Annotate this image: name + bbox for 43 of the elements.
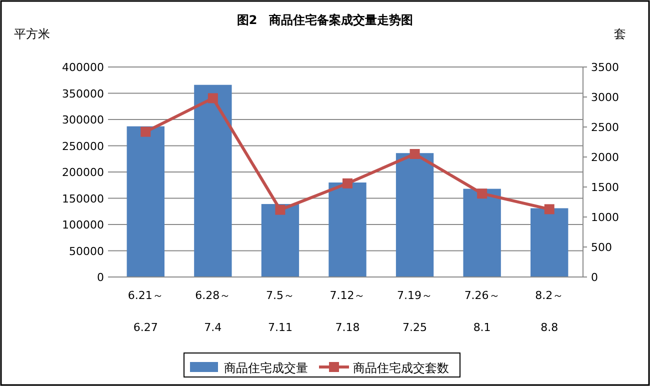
y2-tick-label: 500 xyxy=(591,241,612,254)
legend-label: 商品住宅成交量 xyxy=(224,361,308,375)
bar xyxy=(463,188,501,277)
point xyxy=(544,204,554,214)
point xyxy=(140,126,151,137)
category-label: 7.19～7.25 xyxy=(397,289,433,334)
category-label: 6.28～7.4 xyxy=(195,289,231,334)
point xyxy=(208,93,218,104)
category-label: 6.21～6.27 xyxy=(128,289,164,334)
y-tick-label: 400000 xyxy=(62,61,104,74)
y-axis-title: 平方米 xyxy=(14,27,50,41)
bar xyxy=(194,84,232,277)
bar xyxy=(530,208,568,277)
point xyxy=(342,178,352,188)
category-label: 7.5～7.11 xyxy=(266,289,294,334)
chart-title: 图2 商品住宅备案成交量走势图 xyxy=(236,13,414,27)
y-tick-label: 300000 xyxy=(62,114,104,126)
y2-tick-label: 0 xyxy=(591,271,598,284)
y2-tick-label: 2500 xyxy=(591,121,619,134)
bar xyxy=(328,182,366,277)
y2-tick-label: 2000 xyxy=(591,151,619,164)
category-label: 7.26～8.1 xyxy=(464,289,500,334)
y-tick-label: 200000 xyxy=(62,166,104,179)
y2-tick-label: 3000 xyxy=(591,91,619,104)
legend-label: 商品住宅成交套数 xyxy=(353,361,449,375)
point xyxy=(410,149,420,159)
y2-tick-label: 3500 xyxy=(591,61,619,74)
point xyxy=(275,204,286,215)
point xyxy=(477,188,488,199)
y-tick-label: 0 xyxy=(97,271,104,284)
category-label: 7.12～7.18 xyxy=(330,289,366,334)
y-tick-label: 50000 xyxy=(69,244,104,258)
y-tick-label: 350000 xyxy=(62,87,104,100)
bar xyxy=(396,153,434,277)
y2-tick-label: 1000 xyxy=(591,211,619,224)
y-tick-label: 150000 xyxy=(62,192,104,206)
y2-axis-title: 套 xyxy=(614,27,626,41)
bar xyxy=(126,126,164,277)
y-tick-label: 100000 xyxy=(62,218,104,232)
bar xyxy=(261,204,300,277)
category-label: 8.2～8.8 xyxy=(535,289,564,334)
y2-tick-label: 1500 xyxy=(591,181,619,194)
y-tick-label: 250000 xyxy=(62,140,104,153)
